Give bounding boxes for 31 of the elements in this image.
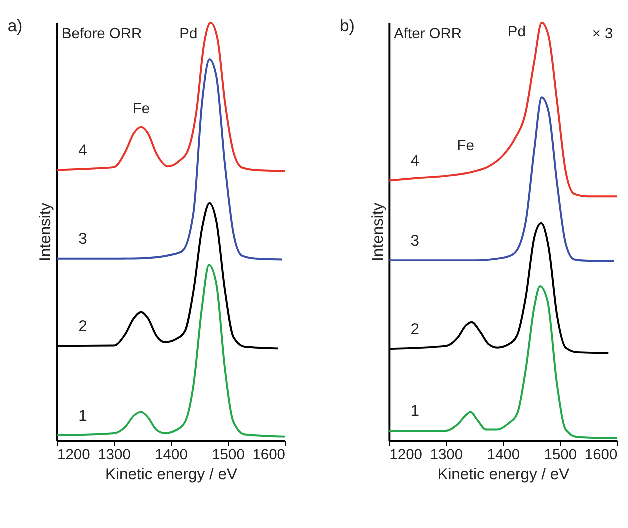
series-label: 2 xyxy=(78,318,88,336)
x-axis-title: Kinetic energy / eV xyxy=(438,466,570,484)
annotation: Before ORR xyxy=(62,26,142,43)
x-tick-label: 1300 xyxy=(98,448,131,464)
series-label: 3 xyxy=(410,232,420,250)
x-tick-label: 1600 xyxy=(584,448,618,464)
x-tick-label: 1300 xyxy=(430,448,464,464)
annotation: Fe xyxy=(457,138,474,155)
annotation: Fe xyxy=(132,101,150,118)
series-label: 4 xyxy=(410,153,420,170)
x-tick-label: 1400 xyxy=(487,448,520,464)
y-axis-title: Intensity xyxy=(370,202,387,262)
annotation: After ORR xyxy=(394,26,462,43)
x-axis-title: Kinetic energy / eV xyxy=(106,466,238,484)
series-label: 4 xyxy=(78,142,88,160)
x-tick-label: 1200 xyxy=(390,448,422,464)
series-label: 1 xyxy=(410,403,420,420)
series-label: 2 xyxy=(410,321,420,338)
annotation: Pd xyxy=(508,24,526,41)
x-tick-label: 1500 xyxy=(212,448,245,464)
x-tick-label: 1200 xyxy=(57,448,90,464)
chart-title: a) xyxy=(8,16,23,36)
annotation: Pd xyxy=(180,26,198,43)
x-tick-label: 1500 xyxy=(544,448,578,464)
series-label: 3 xyxy=(78,231,88,248)
chart-title: b) xyxy=(340,16,355,36)
series-label: 1 xyxy=(78,408,88,425)
x-tick-label: 1600 xyxy=(252,448,286,464)
x-tick-label: 1400 xyxy=(155,448,188,464)
y-axis-title: Intensity xyxy=(38,202,55,262)
annotation: × 3 xyxy=(592,26,614,43)
